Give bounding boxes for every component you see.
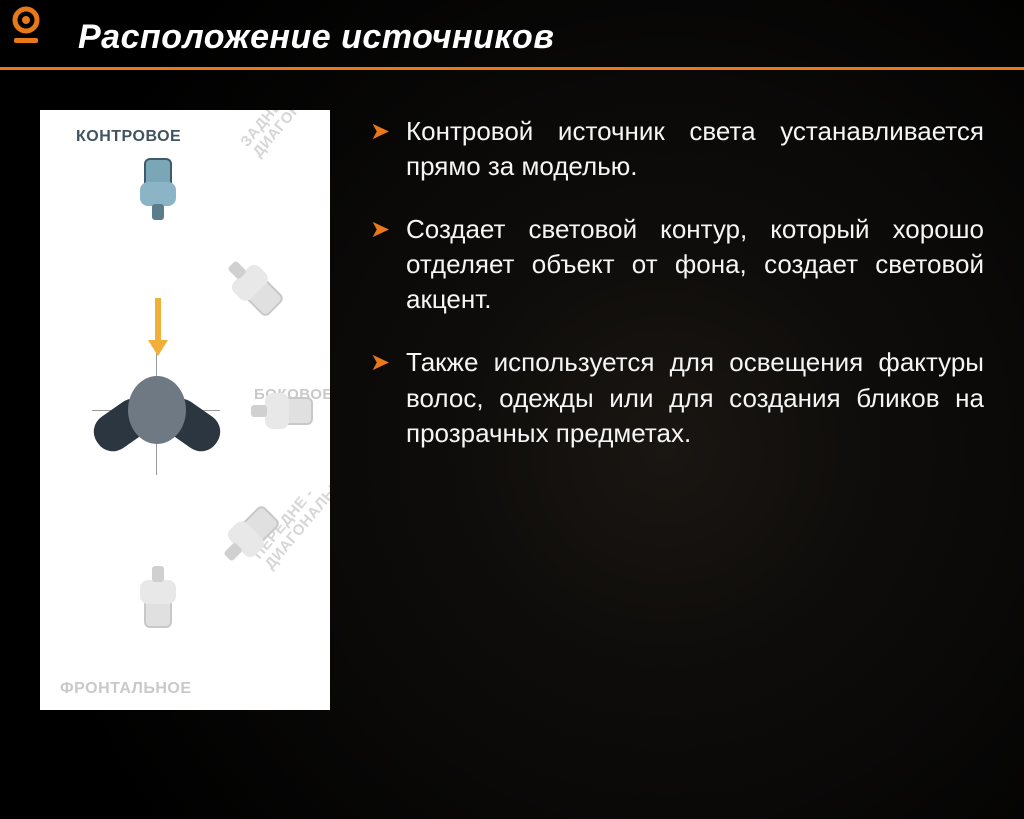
light-top — [136, 158, 180, 224]
list-item: ➤ Создает световой контур, который хорош… — [370, 212, 984, 317]
diagram-container: КОНТРОВОЕ ЗАДНЕ - ДИАГОНАЛЬНОЕ БОКОВОЕ П… — [40, 110, 330, 710]
light-front — [136, 562, 180, 628]
bullet-text: Создает световой контур, который хорошо … — [406, 212, 984, 317]
bullet-text: Контровой источник света устанавливается… — [406, 114, 984, 184]
light-side — [247, 389, 313, 433]
bullet-marker-icon: ➤ — [370, 212, 406, 317]
bullet-marker-icon: ➤ — [370, 345, 406, 450]
subject-head — [128, 376, 186, 444]
light-back-diagonal — [213, 246, 291, 324]
light-positions-diagram: КОНТРОВОЕ ЗАДНЕ - ДИАГОНАЛЬНОЕ БОКОВОЕ П… — [40, 110, 330, 710]
list-item: ➤ Контровой источник света устанавливает… — [370, 114, 984, 184]
slide-content: КОНТРОВОЕ ЗАДНЕ - ДИАГОНАЛЬНОЕ БОКОВОЕ П… — [0, 70, 1024, 710]
header-rule — [0, 67, 1024, 70]
label-kontrovoe: КОНТРОВОЕ — [76, 128, 181, 146]
slide-header: Расположение источников — [0, 0, 1024, 70]
label-frontal: ФРОНТАЛЬНОЕ — [60, 680, 192, 698]
label-back-diagonal: ЗАДНЕ - ДИАГОНАЛЬНОЕ — [238, 110, 330, 160]
bullet-marker-icon: ➤ — [370, 114, 406, 184]
slide-title: Расположение источников — [0, 18, 1024, 57]
brand-logo-icon — [8, 6, 44, 48]
bullet-text: Также используется для освещения фактуры… — [406, 345, 984, 450]
list-item: ➤ Также используется для освещения факту… — [370, 345, 984, 450]
bullet-list: ➤ Контровой источник света устанавливает… — [370, 110, 984, 710]
arrow-icon — [148, 298, 168, 356]
